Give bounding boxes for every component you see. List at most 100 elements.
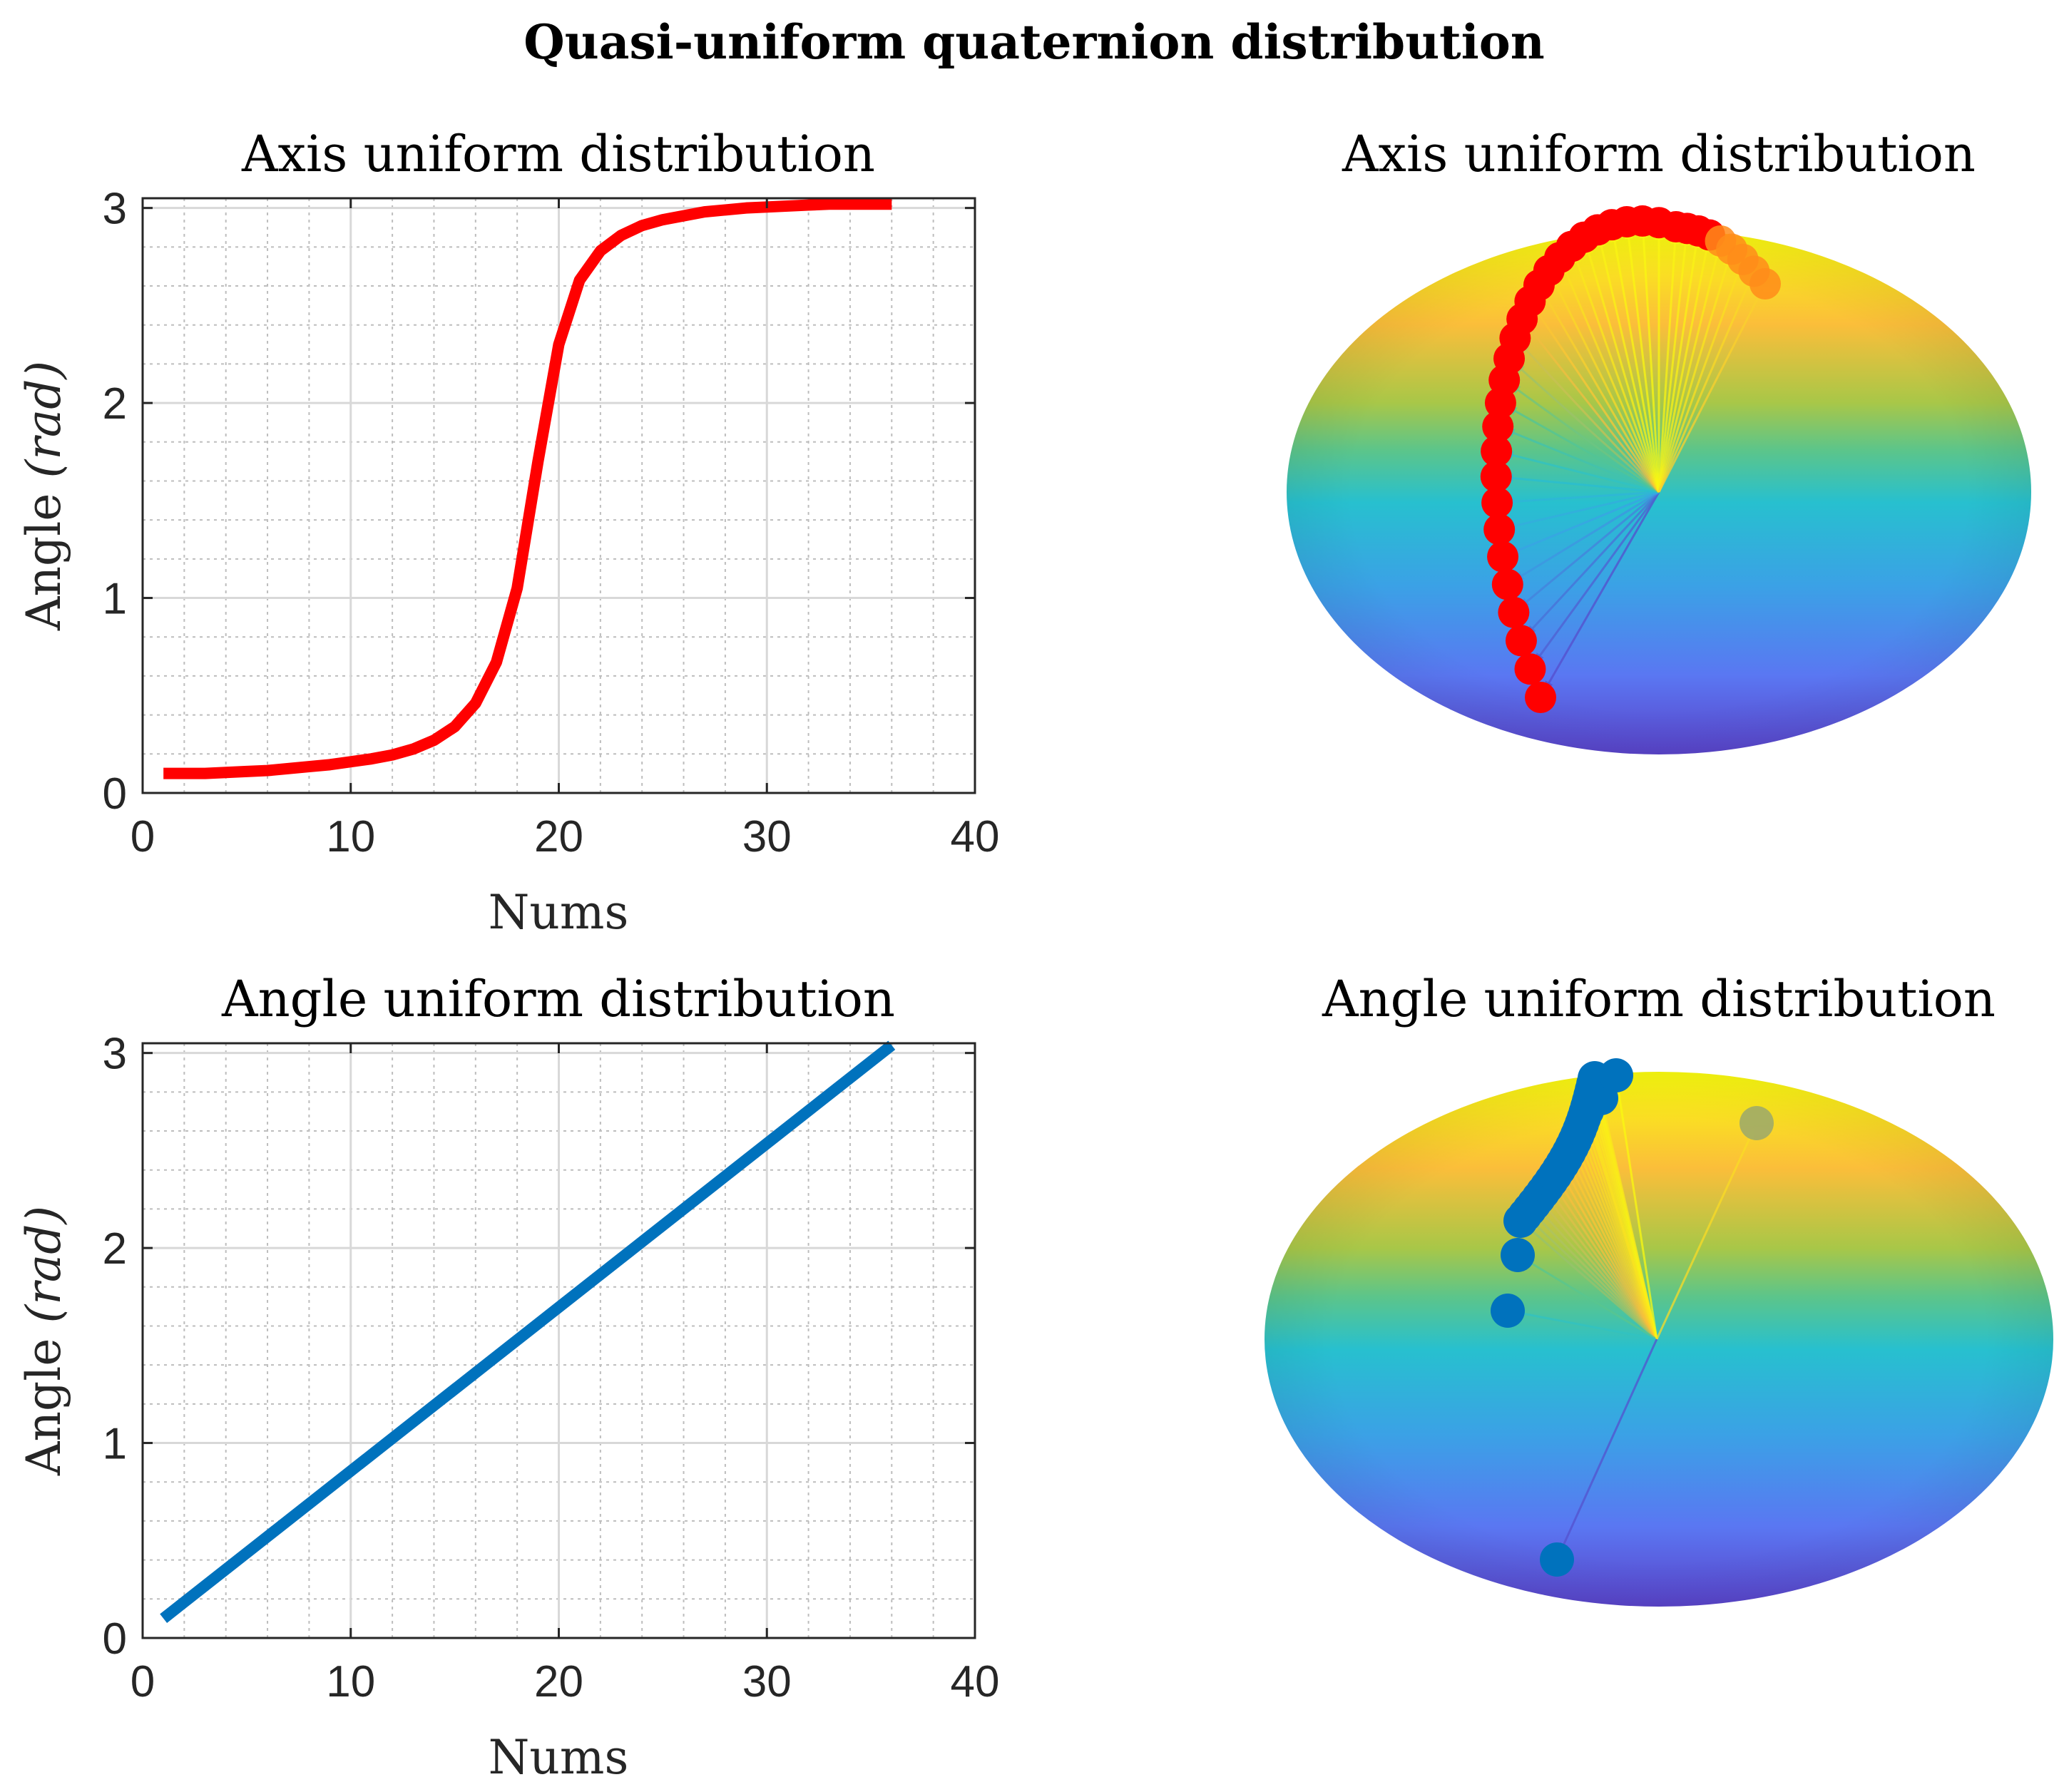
panel2-markers [1480,205,1781,713]
panel2-arrow [1541,289,1660,493]
panel2-marker [1487,541,1519,573]
panel2-marker [1481,435,1513,467]
panel2-arrow [1657,254,1732,493]
panel2-arrow [1657,276,1753,493]
panel3-ytick-label: 1 [103,1420,127,1469]
panel2-marker [1491,568,1523,600]
panel4-marker [1501,1238,1535,1272]
panel2-arrow [1572,251,1660,493]
panel4-arrow [1524,1224,1657,1341]
panel2-marker [1749,268,1781,299]
panel4-sphere-shade [1265,1072,2053,1607]
panel4-arrow [1537,1207,1658,1341]
panel4-arrow [1513,1311,1657,1341]
panel1-ytick-label: 3 [103,185,127,234]
panel1-xtick-label: 40 [951,812,1000,861]
panel2-arrow [1508,382,1660,493]
panel2-arrow [1524,491,1660,638]
panel2-marker [1505,625,1537,657]
panel2-arrow [1611,230,1660,493]
panel1-ytick-label: 2 [103,379,127,429]
panel2-marker [1514,653,1546,685]
panel3-xtick-label: 30 [742,1657,792,1706]
panel1-ylabel-unit: (rad) [16,361,71,478]
panel3-ylabel-unit: (rad) [16,1206,71,1323]
panel2-arrow [1502,491,1660,503]
panel3-xlabel: Nums [489,1730,629,1785]
panel4-markers [1491,1058,1774,1577]
panel2-arrow [1560,262,1660,493]
panel2-marker [1525,682,1556,713]
panel4-marker [1740,1106,1774,1140]
panel2-arrow [1503,427,1660,493]
panel4-marker [1599,1058,1633,1092]
panel1-title: Axis uniform distribution [241,125,875,183]
panel2-marker [1481,486,1513,518]
panel2-arrow [1542,491,1660,693]
panel1-xlabel: Nums [489,885,629,940]
panel1-series [163,198,892,779]
panel2-arrow [1518,341,1660,493]
panel2-arrow [1657,288,1764,493]
panel3-ylabel-prefix: Angle [16,1338,71,1477]
panel2-arrow [1512,361,1660,493]
panel3-xtick-label: 0 [131,1657,155,1706]
panel2-arrow [1641,226,1660,493]
panel2-arrow [1511,491,1660,583]
panel2-marker [1483,513,1516,546]
axis-uniform-sphere-panel: Axis uniform distribution [1287,125,2031,754]
angle-uniform-sphere-panel: Angle uniform distribution [1265,970,2053,1607]
panel2-arrow [1517,491,1660,610]
panel3-title: Angle uniform distribution [221,970,895,1028]
panel4-title: Angle uniform distribution [1322,970,1996,1028]
panel4-arrow [1601,1103,1658,1340]
panel2-arrow [1551,275,1660,493]
panel1-xtick-label: 0 [131,812,155,861]
panel3-series-line-angle [160,1040,896,1623]
panel2-arrow [1505,404,1660,493]
panel4-arrow [1522,1256,1657,1341]
panel3-xtick-label: 40 [951,1657,1000,1706]
panel4-arrow [1546,1196,1658,1340]
panel1-ytick-label: 1 [103,575,127,624]
panel4-marker [1491,1294,1525,1328]
panel1-series-line-angle [163,198,892,779]
panel2-arrow [1657,234,1688,493]
panel1-xtick-label: 10 [326,812,375,861]
figure-title: Quasi-uniform quaternion distribution [523,14,1545,70]
panel4-arrow [1615,1080,1658,1340]
panel3-ticks: 0 10 20 30 40 0 1 2 3 [103,1030,1000,1706]
panel2-arrow [1524,322,1660,493]
panel1-ylabel: Angle (rad) [16,361,71,631]
panel2-arrow [1504,491,1660,530]
panel2-title: Axis uniform distribution [1342,125,1976,183]
panel4-arrow [1528,1218,1658,1341]
panel3-xtick-label: 20 [534,1657,583,1706]
panel3-series [160,1040,896,1623]
panel4-arrow [1655,1127,1756,1340]
panel2-marker [1498,596,1530,628]
panel1-ticks: 0 10 20 30 40 0 1 2 3 [103,185,1000,861]
panel2-arrow [1532,491,1660,665]
panel3-ytick-label: 2 [103,1224,127,1274]
panel2-marker [1480,461,1512,493]
panel1-xtick-label: 20 [534,812,583,861]
panel3-ytick-label: 0 [103,1614,127,1664]
panel2-marker [1482,411,1514,443]
panel3-xtick-label: 10 [326,1657,375,1706]
panel2-arrow [1657,236,1699,493]
panel2-arrow [1532,305,1660,493]
panel3-ylabel: Angle (rad) [16,1206,71,1476]
panel2-arrow [1657,240,1710,493]
panel3-ytick-label: 3 [103,1030,127,1079]
panel1-ytick-label: 0 [103,769,127,819]
panel2-arrow [1501,451,1660,493]
panel4-marker [1540,1542,1574,1577]
panel2-arrow [1501,476,1660,493]
panel1-grid [141,198,976,794]
panel2-arrow [1657,264,1742,493]
panel4-arrow [1541,1202,1658,1340]
panel3-grid [141,1043,976,1639]
panel2-arrow [1598,235,1660,493]
